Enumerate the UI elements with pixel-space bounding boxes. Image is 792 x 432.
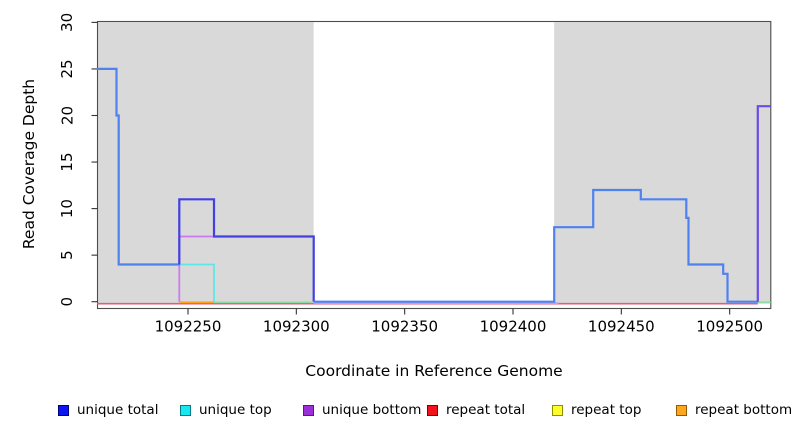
legend-swatch-icon xyxy=(180,404,191,416)
legend-label: unique total xyxy=(77,402,159,418)
legend-swatch-icon xyxy=(552,404,563,416)
legend-label: unique top xyxy=(199,402,272,418)
plot-box xyxy=(96,20,772,310)
legend-item-unique-total: unique total xyxy=(58,402,159,418)
y-tick-label: 0 xyxy=(58,297,76,307)
x-tick-label: 1092400 xyxy=(480,318,547,336)
x-tick-label: 1092500 xyxy=(696,318,763,336)
legend-label: unique bottom xyxy=(322,402,422,418)
y-tick-label: 15 xyxy=(58,153,76,172)
y-tick-label: 20 xyxy=(58,106,76,125)
legend-label: repeat top xyxy=(571,402,642,418)
series-unique-top xyxy=(179,263,215,302)
legend-item-repeat-top: repeat top xyxy=(552,402,642,418)
y-tick-label: 25 xyxy=(58,59,76,78)
series-unique-total-right xyxy=(313,188,758,303)
legend-item-repeat-bottom: repeat bottom xyxy=(676,402,792,418)
legend-swatch-icon xyxy=(427,404,438,416)
legend-item-repeat-total: repeat total xyxy=(427,402,526,418)
legend-swatch-icon xyxy=(676,404,687,416)
x-tick-label: 1092450 xyxy=(588,318,655,336)
legend-swatch-icon xyxy=(303,404,314,416)
x-tick-label: 1092350 xyxy=(371,318,438,336)
legend-swatch-icon xyxy=(58,404,69,416)
x-tick-label: 1092250 xyxy=(155,318,222,336)
y-axis-title: Read Coverage Depth xyxy=(20,78,38,250)
series-unique-total-left xyxy=(97,67,180,266)
left-repeat-region xyxy=(96,22,314,304)
legend-item-unique-bottom: unique bottom xyxy=(303,402,422,418)
y-tick-label: 5 xyxy=(58,250,76,260)
series-unique-bottom-peak xyxy=(756,105,771,302)
legend-label: repeat bottom xyxy=(695,402,792,418)
y-tick-label: 30 xyxy=(58,13,76,32)
series-unique-total-box xyxy=(178,198,315,302)
right-repeat-region xyxy=(554,22,771,304)
x-axis-title: Coordinate in Reference Genome xyxy=(305,362,563,380)
coverage-plot-canvas: 1092250 1092300 1092350 1092400 1092450 10925… xyxy=(58,13,772,336)
legend-item-unique-top: unique top xyxy=(180,402,272,418)
x-tick-label: 1092300 xyxy=(263,318,330,336)
legend-label: repeat total xyxy=(446,402,526,418)
y-tick-label: 10 xyxy=(58,199,76,218)
